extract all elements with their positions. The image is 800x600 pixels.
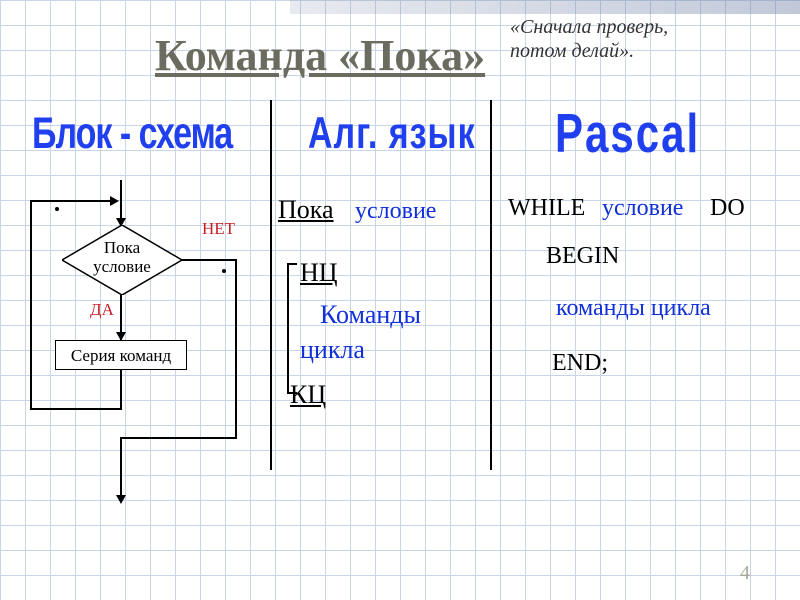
- pascal-while: WHILE: [508, 195, 585, 222]
- header-pascal: Pascal: [555, 103, 700, 165]
- pascal-uslovie: условие: [602, 195, 683, 222]
- fc-line-exit-h: [120, 437, 237, 439]
- alg-body1: Команды: [320, 300, 421, 330]
- page-title: Команда «Пока»: [155, 30, 485, 81]
- fc-line-no-v: [235, 259, 237, 439]
- fc-arrow-exit: [116, 495, 126, 504]
- quote-line1: «Сначала проверь,: [510, 16, 668, 38]
- alg-bracket: [287, 263, 297, 394]
- fc-arrow-loop: [110, 196, 119, 206]
- header-alg: Алг. язык: [308, 109, 476, 160]
- fc-dot2: [222, 269, 226, 273]
- pascal-begin: BEGIN: [546, 243, 619, 270]
- top-bar: [290, 0, 800, 14]
- divider-2: [490, 100, 492, 470]
- alg-uslovie: условие: [355, 198, 436, 225]
- fc-dot1: [55, 207, 59, 211]
- alg-body2: цикла: [300, 335, 365, 365]
- quote: «Сначала проверь, потом делай».: [510, 15, 770, 63]
- pascal-body: команды цикла: [556, 295, 711, 322]
- fc-diamond: Пока условие: [62, 225, 182, 295]
- fc-line-no-h: [182, 259, 237, 261]
- alg-nc: НЦ: [300, 258, 338, 288]
- alg-kc: КЦ: [290, 380, 326, 410]
- divider-1: [270, 100, 272, 470]
- fc-label-yes: ДА: [90, 300, 114, 320]
- quote-line2: потом делай».: [510, 40, 634, 62]
- fc-line-after-rect: [120, 370, 122, 410]
- page-number: 4: [740, 562, 750, 585]
- fc-rect: Серия команд: [55, 340, 187, 370]
- pascal-do: DO: [710, 195, 745, 222]
- fc-line-loop-h2: [30, 200, 112, 202]
- pascal-end: END;: [552, 350, 608, 377]
- alg-poka: Пока: [278, 195, 334, 225]
- fc-line-exit-v: [120, 437, 122, 502]
- header-flowchart: Блок - схема: [32, 109, 232, 160]
- fc-diamond-text: Пока условие: [62, 239, 182, 276]
- fc-label-no: НЕТ: [202, 219, 235, 239]
- fc-line-loop-v: [30, 200, 32, 410]
- fc-line-loop-h1: [30, 408, 122, 410]
